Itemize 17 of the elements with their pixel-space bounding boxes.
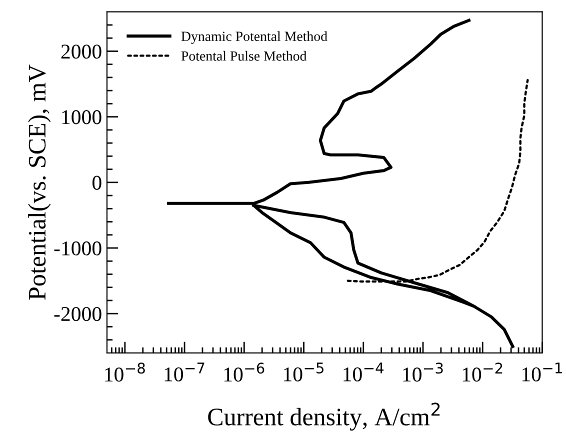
x-tick-label: 10$^{−1}$ <box>522 362 562 382</box>
x-tick-label: 10$^{−8}$ <box>105 362 145 382</box>
legend-label: Potental Pulse Method <box>181 50 307 61</box>
x-tick-label: 10$^{−6}$ <box>224 362 264 382</box>
y-tick-label: -2000 <box>54 306 102 322</box>
y-tick-label: 2000 <box>61 44 102 59</box>
x-tick-label: 10$^{−2}$ <box>462 362 502 382</box>
x-tick-label: 10$^{−4}$ <box>344 362 384 382</box>
y-tick-label: 0 <box>92 176 102 190</box>
x-tick-label: 10$^{−7}$ <box>164 362 204 382</box>
x-tick-label: 10$^{−5}$ <box>284 362 324 382</box>
x-tick-label: 10$^{−3}$ <box>403 362 443 382</box>
legend-label: Dynamic Potental Method <box>181 31 328 44</box>
y-tick-label: -1000 <box>54 241 102 256</box>
y-axis-title: Potential(vs. SCE), mV <box>28 64 51 300</box>
y-tick-label: 1000 <box>62 110 102 124</box>
x-axis-title: Current density, A/cm$^{2}$ <box>208 402 440 431</box>
